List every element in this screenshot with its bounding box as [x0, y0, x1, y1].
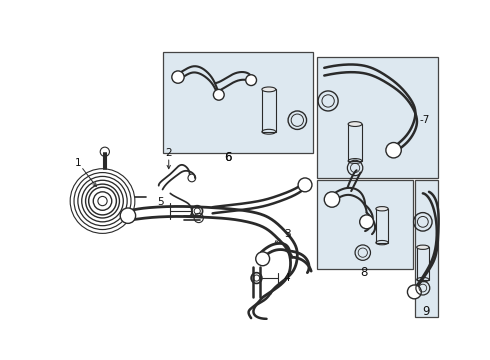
Ellipse shape — [376, 207, 388, 211]
Bar — [348, 124, 362, 161]
Circle shape — [324, 192, 340, 207]
Circle shape — [246, 75, 257, 86]
Bar — [376, 209, 388, 243]
Ellipse shape — [262, 87, 276, 92]
Bar — [317, 180, 413, 269]
Circle shape — [298, 178, 312, 192]
Text: 5: 5 — [157, 197, 164, 207]
Text: 3: 3 — [284, 229, 291, 239]
Text: -7: -7 — [420, 115, 430, 125]
Ellipse shape — [348, 122, 362, 126]
Text: 6: 6 — [224, 150, 232, 164]
Text: 8: 8 — [361, 266, 368, 279]
Bar — [416, 247, 429, 280]
Text: 1: 1 — [74, 158, 81, 167]
Circle shape — [386, 143, 401, 158]
Ellipse shape — [416, 245, 429, 249]
Circle shape — [172, 71, 184, 83]
Bar — [415, 180, 438, 316]
Bar — [317, 57, 438, 178]
Circle shape — [256, 252, 270, 266]
Circle shape — [360, 215, 373, 229]
Text: 2: 2 — [166, 148, 172, 158]
Circle shape — [214, 89, 224, 100]
Circle shape — [407, 285, 421, 299]
Text: 4: 4 — [283, 273, 290, 283]
Circle shape — [120, 208, 136, 223]
Bar — [163, 53, 313, 153]
Text: 6: 6 — [224, 150, 232, 164]
Bar — [262, 89, 276, 132]
Text: 9: 9 — [422, 305, 430, 318]
